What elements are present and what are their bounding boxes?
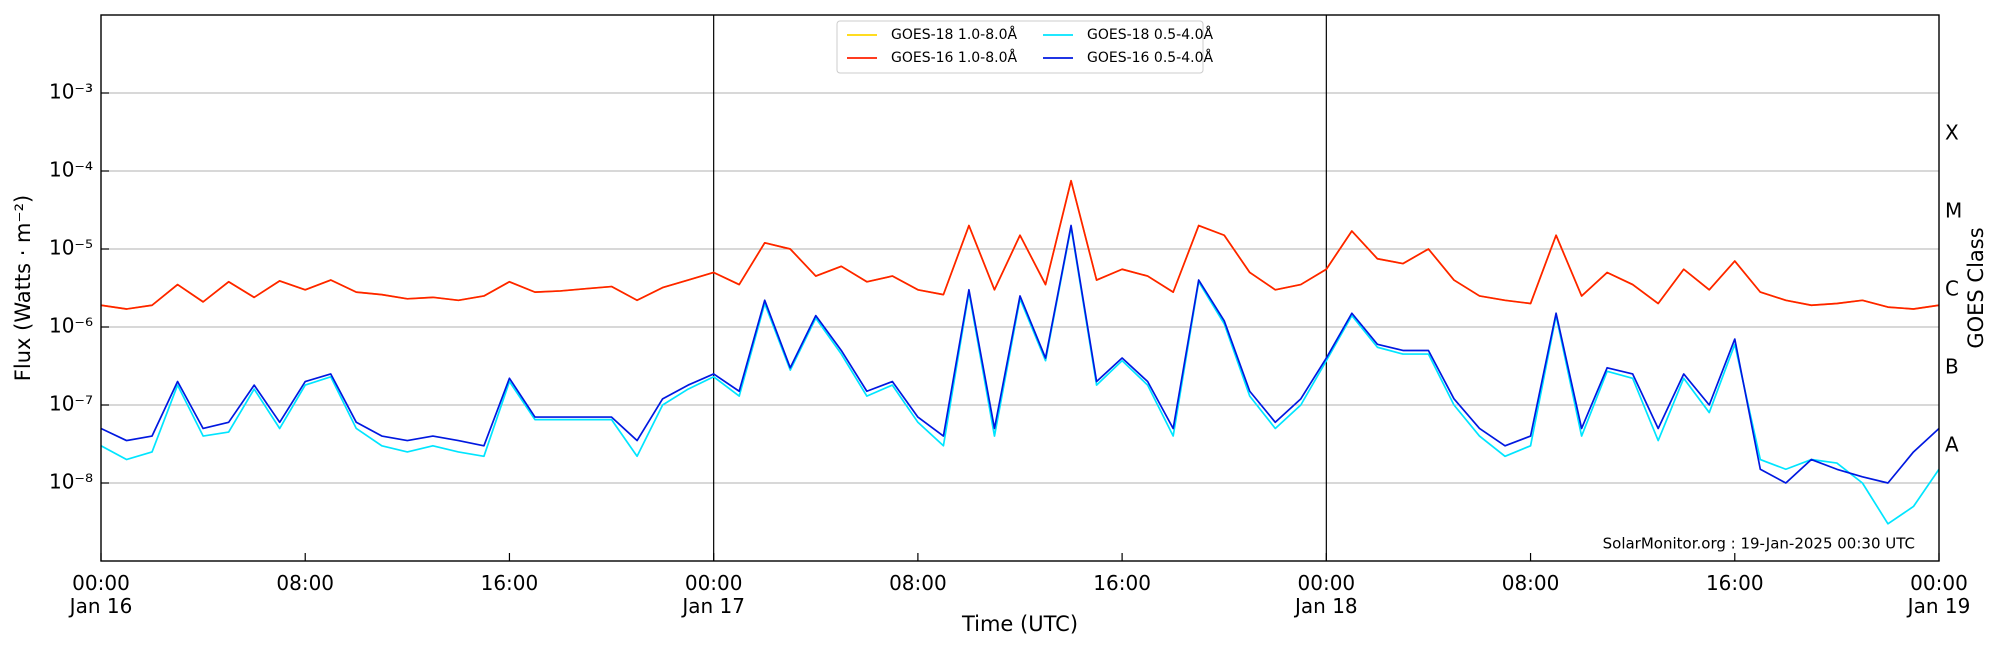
series-line (101, 179, 1939, 310)
series-line (101, 224, 1939, 484)
x-tick-label: 00:00 Jan 16 (68, 571, 133, 618)
y-axis-label: Flux (Watts · m⁻²) (11, 195, 35, 381)
plot-frame (100, 14, 1940, 562)
y2-tick-label: A (1945, 432, 1959, 456)
series-line (101, 226, 1939, 525)
y2-tick-label: X (1945, 120, 1959, 144)
x-tick-label: 08:00 (1502, 571, 1560, 595)
legend: GOES-18 1.0-8.0Å GOES-16 1.0-8.0Å GOES-18 … (836, 20, 1213, 74)
y-tick-label: 10⁻⁵ (49, 236, 93, 260)
y-tick-label: 10⁻⁶ (49, 314, 93, 338)
x-tick-label: 16:00 (1093, 571, 1151, 595)
x-tick-label: 00:00 Jan 17 (680, 571, 745, 618)
x-tick-label: 08:00 (889, 571, 947, 595)
legend-label: GOES-16 1.0-8.0Å (891, 49, 1017, 66)
legend-label: GOES-18 0.5-4.0Å (1087, 26, 1213, 43)
x-tick-label: 16:00 (481, 571, 539, 595)
legend-box (836, 20, 1204, 74)
y2-tick-label: C (1945, 276, 1959, 300)
x-tick-label: 00:00 Jan 19 (1906, 571, 1971, 618)
y-tick-label: 10⁻⁴ (49, 158, 93, 182)
legend-label: GOES-18 1.0-8.0Å (891, 26, 1017, 43)
y2-tick-label: B (1945, 354, 1959, 378)
y2-tick-label: M (1945, 198, 1962, 222)
y-tick-label: 10⁻³ (49, 80, 93, 104)
x-tick-label: 00:00 Jan 18 (1293, 571, 1358, 618)
x-axis-label: Time (UTC) (961, 612, 1078, 636)
y-tick-label: 10⁻⁷ (49, 392, 93, 416)
y2-axis-label: GOES Class (1964, 227, 1988, 348)
annotation: SolarMonitor.org : 19-Jan-2025 00:30 UTC (1603, 535, 1915, 553)
series-line (101, 179, 1939, 310)
y-tick-label: 10⁻⁸ (49, 470, 93, 494)
legend-label: GOES-16 0.5-4.0Å (1087, 49, 1213, 66)
x-tick-label: 16:00 (1706, 571, 1764, 595)
x-tick-label: 08:00 (276, 571, 334, 595)
